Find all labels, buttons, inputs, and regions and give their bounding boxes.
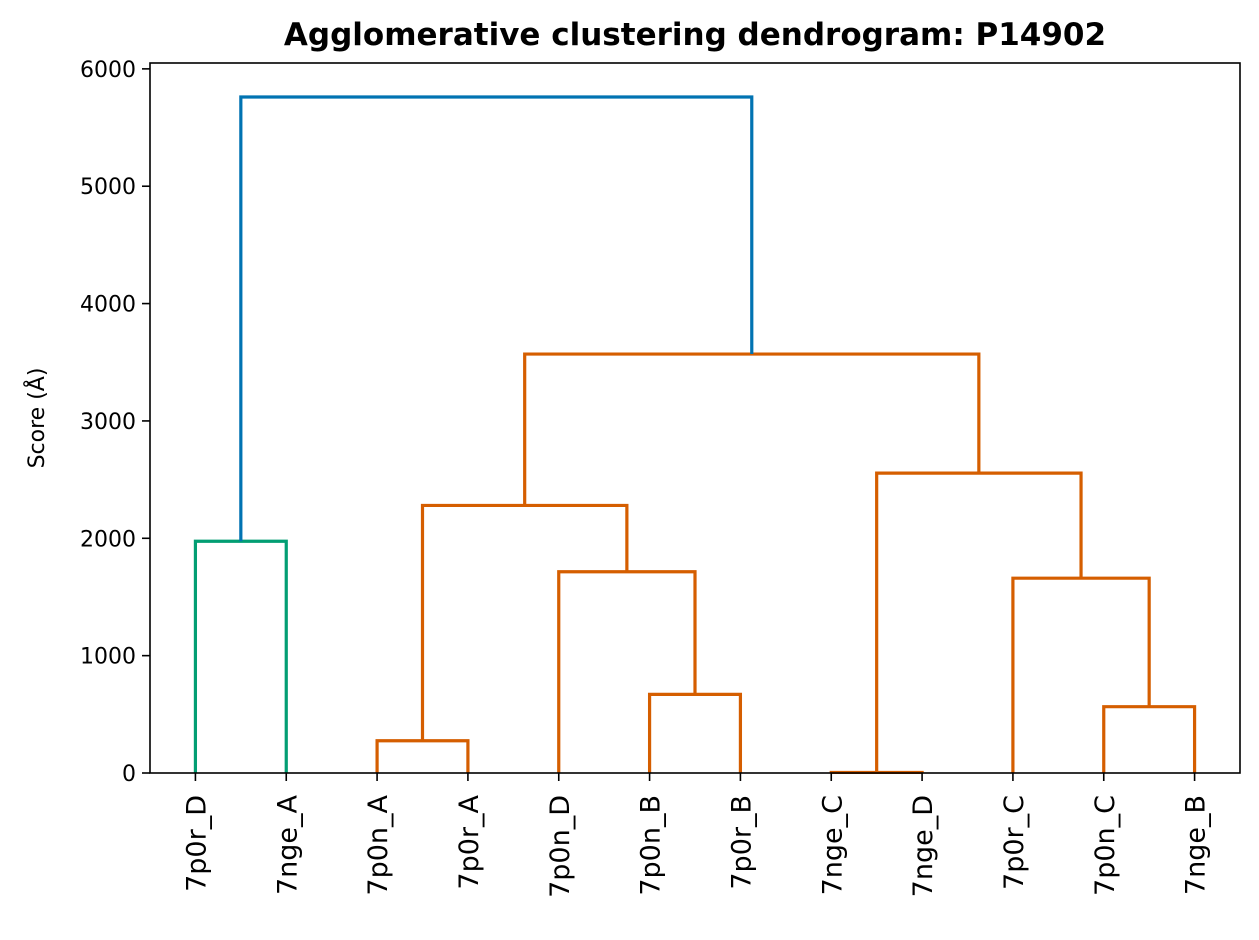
- leaf-label-7nge_B: 7nge_B: [1181, 795, 1212, 895]
- chart-title: Agglomerative clustering dendrogram: P14…: [284, 17, 1106, 53]
- dendrogram-link-m5: [420, 503, 629, 741]
- leaf-label-7p0n_D: 7p0n_D: [545, 795, 576, 898]
- y-tick-label: 0: [122, 762, 136, 787]
- dendrogram-link-m3: [647, 692, 743, 773]
- plot-frame: [149, 62, 1241, 774]
- dendrogram-links: [193, 95, 1197, 775]
- y-tick-label: 1000: [80, 645, 136, 670]
- dendrogram-link-m9: [875, 471, 1083, 773]
- leaf-label-7p0r_D: 7p0r_D: [181, 795, 212, 892]
- dendrogram-link-m4: [557, 570, 697, 773]
- y-axis-label: Score (Å): [23, 368, 50, 469]
- dendrogram-link-m7: [1102, 705, 1197, 773]
- leaf-label-7p0r_C: 7p0r_C: [999, 795, 1030, 890]
- y-tick-label: 4000: [80, 293, 136, 318]
- leaf-label-7p0n_A: 7p0n_A: [363, 794, 394, 895]
- leaf-label-7p0n_B: 7p0n_B: [636, 795, 667, 896]
- dendrogram-link-m2: [375, 739, 470, 773]
- dendrogram-link-m8: [1011, 576, 1151, 773]
- dendrogram-link-m1: [193, 539, 288, 773]
- leaf-label-7nge_C: 7nge_C: [817, 795, 848, 895]
- y-tick-label: 5000: [80, 175, 136, 200]
- leaf-label-7p0r_B: 7p0r_B: [726, 795, 757, 890]
- leaf-label-7p0r_A: 7p0r_A: [454, 794, 485, 889]
- dendrogram-link-m11: [239, 95, 754, 542]
- leaf-label-7nge_A: 7nge_A: [272, 794, 303, 895]
- leaf-label-7nge_D: 7nge_D: [908, 795, 939, 897]
- dendrogram-link-m10: [523, 352, 981, 506]
- y-axis: 0 1000 2000 3000 4000 5000 6000: [80, 58, 150, 787]
- leaf-label-7p0n_C: 7p0n_C: [1090, 795, 1121, 896]
- y-tick-label: 3000: [80, 410, 136, 435]
- x-axis: 7p0r_D 7nge_A 7p0n_A 7p0r_A 7p0n_D 7p0n_B 7p0r…: [181, 773, 1212, 898]
- y-tick-label: 2000: [80, 527, 136, 552]
- y-tick-label: 6000: [80, 58, 136, 83]
